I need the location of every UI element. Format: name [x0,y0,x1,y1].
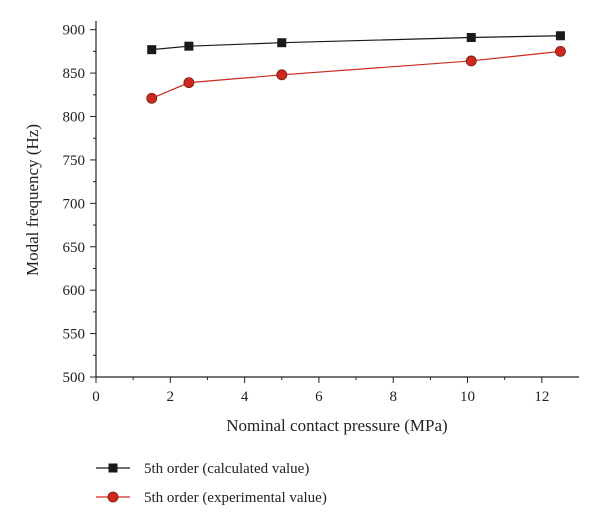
y-tick-label: 750 [63,153,86,169]
series-line [151,35,561,51]
y-axis-title: Modal frequency (Hz) [23,124,42,276]
x-tick-label: 10 [460,389,475,405]
plot-area: 0 2 4 6 8 10 12 500 550 600 650 700 750 800 850 900 [63,21,579,405]
y-tick-label: 650 [63,240,86,256]
x-tick-label: 4 [241,389,249,405]
legend-item: 5th order (calculated value) [96,461,309,477]
y-tick-label: 600 [63,283,86,299]
x-tick-label: 0 [92,389,100,405]
y-tick-label: 850 [63,66,86,82]
data-point [277,38,287,48]
x-tick-label: 8 [389,389,397,405]
data-point [555,45,566,57]
data-point [184,41,194,51]
y-tick-label: 500 [63,370,86,386]
legend-label: 5th order (experimental value) [144,490,327,506]
y-axis-ticks: 500 550 600 650 700 750 800 850 900 [63,23,96,386]
data-point [555,31,565,41]
data-point [183,77,195,89]
y-tick-label: 700 [63,196,86,212]
legend: 5th order (calculated value) 5th order (e… [96,461,327,506]
data-point [276,69,288,81]
x-axis-ticks: 0 2 4 6 8 10 12 [92,377,549,405]
legend-label: 5th order (calculated value) [144,461,309,477]
data-point [147,45,157,55]
series-line [151,50,561,99]
y-tick-label: 800 [63,110,86,126]
series-2 [146,45,566,104]
data-point [146,92,158,104]
data-point [466,32,476,42]
series-layer [146,31,566,104]
x-tick-label: 6 [315,389,323,405]
y-tick-label: 900 [63,23,86,39]
y-tick-label: 550 [63,327,86,343]
legend-marker [107,491,119,503]
x-axis-title: Nominal contact pressure (MPa) [226,416,447,435]
series-1 [147,31,565,55]
legend-item: 5th order (experimental value) [96,490,327,506]
data-point [465,55,477,67]
x-tick-label: 2 [167,389,175,405]
x-tick-label: 12 [534,389,549,405]
legend-marker [108,463,118,473]
